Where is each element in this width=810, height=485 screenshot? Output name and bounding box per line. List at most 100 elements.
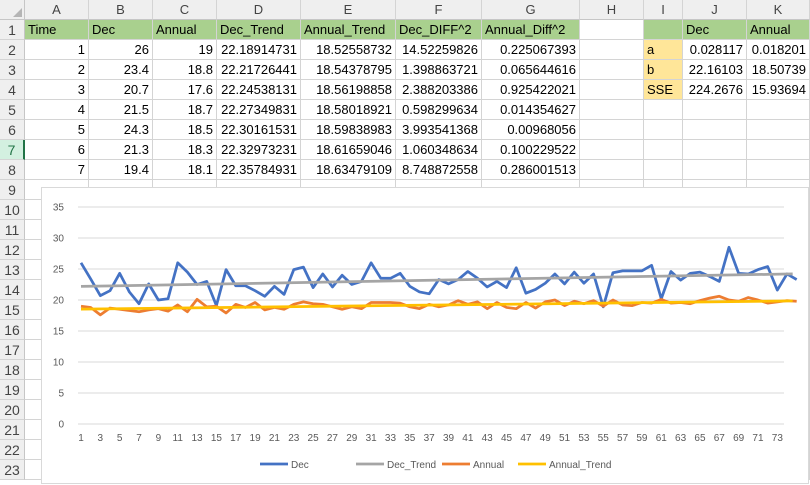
table-cell[interactable]: 18.7 [153,100,217,120]
table-cell[interactable]: 22.30161531 [217,120,301,140]
table-cell[interactable]: 26 [89,40,153,60]
table-cell[interactable]: 24.3 [89,120,153,140]
table-cell[interactable]: 23.4 [89,60,153,80]
row-header-13[interactable]: 13 [0,260,25,280]
table-cell[interactable]: 3 [25,80,89,100]
row-header-6[interactable]: 6 [0,120,25,140]
table-cell[interactable]: 3.993541368 [396,120,482,140]
row-header-7[interactable]: 7 [0,140,25,160]
param-header-cell[interactable]: Annual [747,20,810,40]
grid-cell[interactable] [580,80,644,100]
table-cell[interactable]: 18.52558732 [301,40,396,60]
table-header-cell[interactable]: Dec_DIFF^2 [396,20,482,40]
table-cell[interactable]: 22.27349831 [217,100,301,120]
table-cell[interactable]: 0.598299634 [396,100,482,120]
grid-cell[interactable] [644,160,683,180]
table-cell[interactable]: 19.4 [89,160,153,180]
param-value-cell[interactable]: 224.2676 [683,80,747,100]
table-cell[interactable]: 2.388203386 [396,80,482,100]
column-header-K[interactable]: K [747,0,810,20]
row-header-5[interactable]: 5 [0,100,25,120]
table-cell[interactable]: 18.1 [153,160,217,180]
table-cell[interactable]: 14.52259826 [396,40,482,60]
table-header-cell[interactable]: Annual_Diff^2 [482,20,580,40]
table-cell[interactable]: 20.7 [89,80,153,100]
param-value-cell[interactable]: 18.50739 [747,60,810,80]
table-cell[interactable]: 0.225067393 [482,40,580,60]
grid-cell[interactable] [580,40,644,60]
table-cell[interactable]: 0.100229522 [482,140,580,160]
grid-cell[interactable] [580,160,644,180]
table-cell[interactable]: 18.54378795 [301,60,396,80]
line-chart[interactable]: 0 5 10 15 20 25 30 35 1 3 5 7 9 11 13 15 17 19 21 23 25 27 29 3… [41,187,809,484]
table-cell[interactable]: 22.35784931 [217,160,301,180]
row-header-8[interactable]: 8 [0,160,25,180]
grid-cell[interactable] [683,120,747,140]
table-cell[interactable]: 6 [25,140,89,160]
table-header-cell[interactable]: Dec_Trend [217,20,301,40]
table-cell[interactable]: 5 [25,120,89,140]
grid-cell[interactable] [644,100,683,120]
table-header-cell[interactable]: Time [25,20,89,40]
grid-cell[interactable] [747,100,810,120]
param-header-cell[interactable]: Dec [683,20,747,40]
column-header-H[interactable]: H [580,0,644,20]
table-cell[interactable]: 1 [25,40,89,60]
param-label-cell[interactable]: SSE [644,80,683,100]
table-cell[interactable]: 18.61659046 [301,140,396,160]
column-header-B[interactable]: B [89,0,153,20]
table-cell[interactable]: 8.748872558 [396,160,482,180]
param-value-cell[interactable]: 22.16103 [683,60,747,80]
grid-cell[interactable] [644,120,683,140]
param-value-cell[interactable]: 0.028117 [683,40,747,60]
column-header-E[interactable]: E [301,0,396,20]
column-header-F[interactable]: F [396,0,482,20]
table-cell[interactable]: 21.5 [89,100,153,120]
grid-cell[interactable] [580,140,644,160]
grid-cell[interactable] [683,160,747,180]
grid-cell[interactable] [683,100,747,120]
grid-cell[interactable] [747,120,810,140]
column-header-D[interactable]: D [217,0,301,20]
table-cell[interactable]: 18.56198858 [301,80,396,100]
column-header-J[interactable]: J [683,0,747,20]
row-header-14[interactable]: 14 [0,280,25,300]
column-header-C[interactable]: C [153,0,217,20]
column-header-A[interactable]: A [25,0,89,20]
column-header-G[interactable]: G [482,0,580,20]
table-cell[interactable]: 2 [25,60,89,80]
param-value-cell[interactable]: 0.018201 [747,40,810,60]
row-header-18[interactable]: 18 [0,360,25,380]
grid-cell[interactable] [580,120,644,140]
table-cell[interactable]: 18.8 [153,60,217,80]
select-all-corner[interactable] [0,0,25,20]
row-header-10[interactable]: 10 [0,200,25,220]
row-header-23[interactable]: 23 [0,460,25,480]
column-header-I[interactable]: I [644,0,683,20]
table-cell[interactable]: 0.065644616 [482,60,580,80]
table-cell[interactable]: 22.21726441 [217,60,301,80]
grid-cell[interactable] [683,140,747,160]
table-cell[interactable]: 0.00968056 [482,120,580,140]
row-header-15[interactable]: 15 [0,300,25,320]
table-cell[interactable]: 18.3 [153,140,217,160]
row-header-11[interactable]: 11 [0,220,25,240]
table-cell[interactable]: 18.59838983 [301,120,396,140]
row-header-9[interactable]: 9 [0,180,25,200]
row-header-20[interactable]: 20 [0,400,25,420]
grid-cell[interactable] [580,20,644,40]
grid-cell[interactable] [580,100,644,120]
grid-cell[interactable] [644,140,683,160]
row-header-1[interactable]: 1 [0,20,25,40]
param-value-cell[interactable]: 15.93694 [747,80,810,100]
table-cell[interactable]: 18.58018921 [301,100,396,120]
table-cell[interactable]: 0.014354627 [482,100,580,120]
param-header-cell[interactable] [644,20,683,40]
row-header-16[interactable]: 16 [0,320,25,340]
table-cell[interactable]: 21.3 [89,140,153,160]
table-header-cell[interactable]: Annual [153,20,217,40]
row-header-22[interactable]: 22 [0,440,25,460]
param-label-cell[interactable]: a [644,40,683,60]
row-header-17[interactable]: 17 [0,340,25,360]
row-header-2[interactable]: 2 [0,40,25,60]
